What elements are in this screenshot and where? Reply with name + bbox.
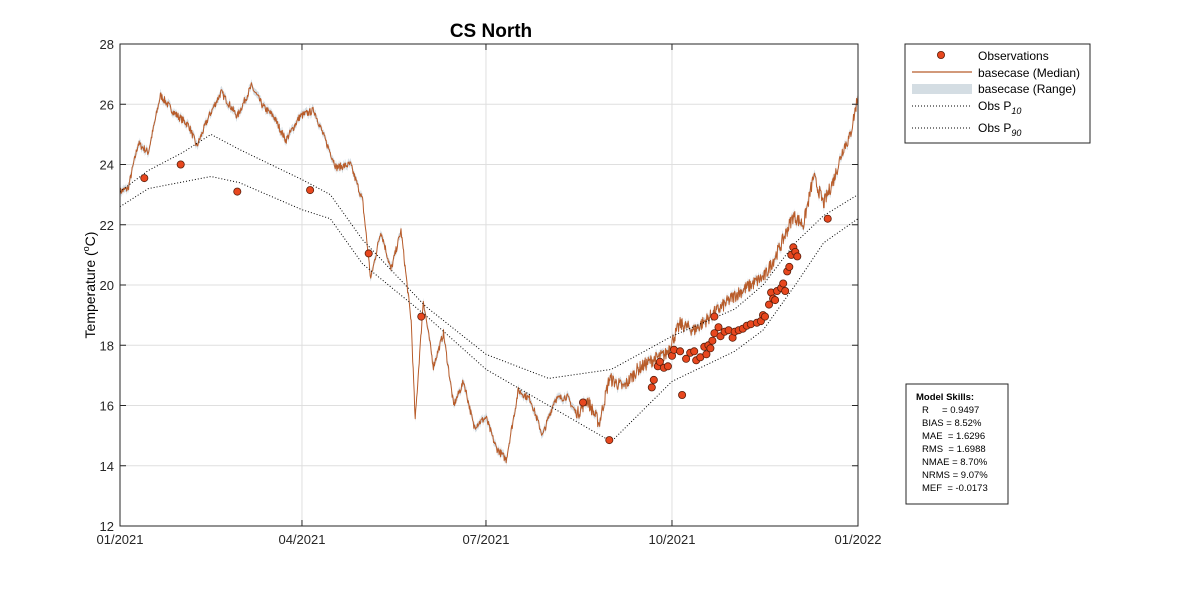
x-tick-label: 07/2021	[462, 532, 509, 547]
y-tick-label: 14	[100, 459, 114, 474]
y-tick-label: 18	[100, 338, 114, 353]
skill-mae: MAE = 1.6296	[922, 431, 985, 442]
observation-point	[663, 362, 672, 371]
observation-point	[765, 300, 774, 309]
legend-entry-p90: Obs P90	[912, 121, 1021, 138]
skill-rms: RMS = 1.6988	[922, 444, 986, 455]
skill-nrms: NRMS = 9.07%	[922, 470, 988, 481]
x-tick-label: 01/2022	[835, 532, 882, 547]
observation-point	[785, 262, 794, 271]
legend-entry-observations: Observations	[937, 49, 1049, 63]
observation-point	[761, 312, 770, 321]
observation-point	[793, 252, 802, 261]
observation-point	[364, 249, 373, 258]
observation-point	[823, 214, 832, 223]
axis-ticks: 12 14 16 18 20 22 24 26 28 01/2021 04/2021 07/2021 1…	[97, 37, 882, 547]
y-tick-label: 24	[100, 158, 114, 173]
observation-point	[655, 357, 664, 366]
y-tick-label: 26	[100, 97, 114, 112]
observation-point	[771, 296, 780, 305]
y-axis-label: Temperature (oC)	[81, 232, 98, 339]
legend-label-median: basecase (Median)	[978, 66, 1080, 80]
observation-point	[678, 390, 687, 399]
model-skills-box: Model Skills: R = 0.9497 BIAS = 8.52% MA…	[905, 383, 1009, 505]
observation-point	[417, 312, 426, 321]
legend-label-p90: Obs P90	[978, 121, 1021, 138]
legend-label-p90-main: Obs P	[978, 121, 1011, 135]
observation-point	[647, 383, 656, 392]
observation-point	[702, 350, 711, 359]
y-axis-label-unit: C)	[82, 232, 98, 247]
legend-label-range: basecase (Range)	[978, 82, 1076, 96]
observation-point	[708, 336, 717, 345]
legend-marker-observations	[937, 51, 946, 60]
observation-point	[682, 354, 691, 363]
observation-point	[649, 375, 658, 384]
y-axis-label-main: Temperature (	[82, 251, 98, 338]
observation-point	[140, 174, 149, 183]
y-tick-label: 16	[100, 399, 114, 414]
model-skills-frame	[905, 383, 1009, 505]
y-tick-label: 22	[100, 218, 114, 233]
y-tick-label: 12	[100, 519, 114, 534]
p90-line	[119, 133, 859, 379]
legend-label-p10-sub: 10	[1011, 106, 1021, 116]
legend-label-p90-sub: 90	[1011, 128, 1021, 138]
skill-r: R = 0.9497	[922, 405, 979, 416]
observation-point	[579, 398, 588, 407]
observation-point	[781, 286, 790, 295]
legend: Observations basecase (Median) basecase …	[904, 43, 1091, 144]
observation-point	[233, 187, 242, 196]
observation-point	[710, 312, 719, 321]
y-tick-label: 28	[100, 37, 114, 52]
observation-point	[690, 347, 699, 356]
observation-point	[706, 344, 715, 353]
legend-label-p10-main: Obs P	[978, 99, 1011, 113]
legend-entry-range: basecase (Range)	[912, 82, 1076, 96]
legend-label-p10: Obs P10	[978, 99, 1021, 116]
skill-nmae: NMAE = 8.70%	[922, 457, 988, 468]
legend-entry-p10: Obs P10	[912, 99, 1021, 116]
observation-point	[306, 186, 315, 195]
legend-swatch-range	[912, 84, 972, 94]
chart-title: CS North	[450, 21, 532, 42]
observation-point	[176, 160, 185, 169]
observation-point	[779, 279, 788, 288]
legend-label-observations: Observations	[978, 49, 1049, 63]
skill-mef: MEF = -0.0173	[922, 483, 988, 494]
x-tick-label: 10/2021	[648, 532, 695, 547]
p10-line	[119, 175, 859, 443]
grid	[120, 44, 858, 526]
observation-point	[605, 436, 614, 445]
x-tick-label: 01/2021	[97, 532, 144, 547]
series-lines	[119, 82, 859, 464]
observation-point	[676, 347, 685, 356]
observation-point	[714, 323, 723, 332]
observation-points	[140, 160, 832, 445]
median-line	[119, 82, 859, 464]
legend-entry-median: basecase (Median)	[912, 66, 1080, 80]
y-axis-label-degree: o	[81, 246, 91, 251]
x-tick-label: 04/2021	[278, 532, 325, 547]
model-skills-title: Model Skills:	[916, 392, 974, 403]
y-tick-label: 20	[100, 278, 114, 293]
skill-bias: BIAS = 8.52%	[922, 418, 982, 429]
